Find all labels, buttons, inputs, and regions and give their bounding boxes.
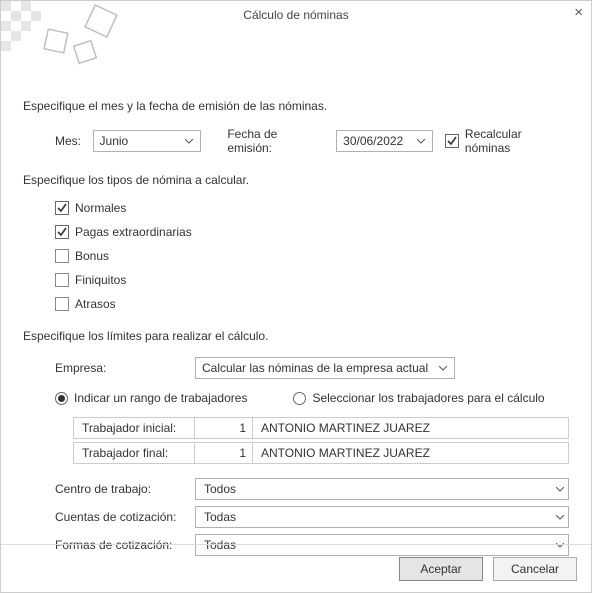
- fecha-label: Fecha de emisión:: [227, 127, 324, 155]
- section1-text: Especifique el mes y la fecha de emisión…: [23, 99, 569, 113]
- radio-rango[interactable]: [55, 392, 68, 405]
- centro-label: Centro de trabajo:: [55, 482, 195, 496]
- section2-text: Especifique los tipos de nómina a calcul…: [23, 173, 569, 187]
- chevron-down-icon: [414, 139, 428, 144]
- trab-inicial-name: ANTONIO MARTINEZ JUAREZ: [253, 417, 569, 439]
- radio-seleccionar-label: Seleccionar los trabajadores para el cál…: [312, 391, 544, 405]
- trab-inicial-num[interactable]: 1: [195, 417, 253, 439]
- trab-final-label: Trabajador final:: [73, 442, 195, 464]
- trab-final-name: ANTONIO MARTINEZ JUAREZ: [253, 442, 569, 464]
- recalcular-label: Recalcular nóminas: [465, 127, 569, 155]
- mes-value: Junio: [100, 134, 129, 148]
- mes-select[interactable]: Junio: [93, 130, 202, 152]
- pagas-checkbox[interactable]: [55, 225, 69, 239]
- bonus-checkbox[interactable]: [55, 249, 69, 263]
- radio-seleccionar[interactable]: [293, 392, 306, 405]
- cuentas-value: Todas: [204, 510, 236, 524]
- finiquitos-checkbox[interactable]: [55, 273, 69, 287]
- radio-rango-label: Indicar un rango de trabajadores: [74, 391, 247, 405]
- finiquitos-label: Finiquitos: [75, 273, 126, 287]
- cancelar-button[interactable]: Cancelar: [493, 557, 577, 581]
- atrasos-label: Atrasos: [75, 297, 116, 311]
- cuentas-select[interactable]: Todas: [195, 506, 569, 528]
- empresa-label: Empresa:: [55, 361, 195, 375]
- trab-inicial-label: Trabajador inicial:: [73, 417, 195, 439]
- recalcular-checkbox[interactable]: [445, 134, 459, 148]
- chevron-down-icon: [436, 366, 450, 371]
- close-icon[interactable]: ×: [574, 5, 583, 20]
- empresa-select[interactable]: Calcular las nóminas de la empresa actua…: [195, 357, 455, 379]
- chevron-down-icon: [556, 487, 564, 492]
- chevron-down-icon: [556, 515, 564, 520]
- fecha-value: 30/06/2022: [343, 134, 403, 148]
- normales-checkbox[interactable]: [55, 201, 69, 215]
- mes-label: Mes:: [55, 134, 93, 148]
- centro-select[interactable]: Todos: [195, 478, 569, 500]
- trab-final-num[interactable]: 1: [195, 442, 253, 464]
- section3-text: Especifique los límites para realizar el…: [23, 329, 569, 343]
- centro-value: Todos: [204, 482, 236, 496]
- fecha-select[interactable]: 30/06/2022: [336, 130, 433, 152]
- pagas-label: Pagas extraordinarias: [75, 225, 192, 239]
- window-title: Cálculo de nóminas: [243, 8, 348, 22]
- titlebar: Cálculo de nóminas ×: [1, 1, 591, 29]
- atrasos-checkbox[interactable]: [55, 297, 69, 311]
- chevron-down-icon: [182, 139, 196, 144]
- footer: Aceptar Cancelar: [1, 544, 591, 592]
- normales-label: Normales: [75, 201, 126, 215]
- aceptar-button[interactable]: Aceptar: [399, 557, 483, 581]
- cuentas-label: Cuentas de cotización:: [55, 510, 195, 524]
- empresa-value: Calcular las nóminas de la empresa actua…: [202, 361, 428, 375]
- bonus-label: Bonus: [75, 249, 109, 263]
